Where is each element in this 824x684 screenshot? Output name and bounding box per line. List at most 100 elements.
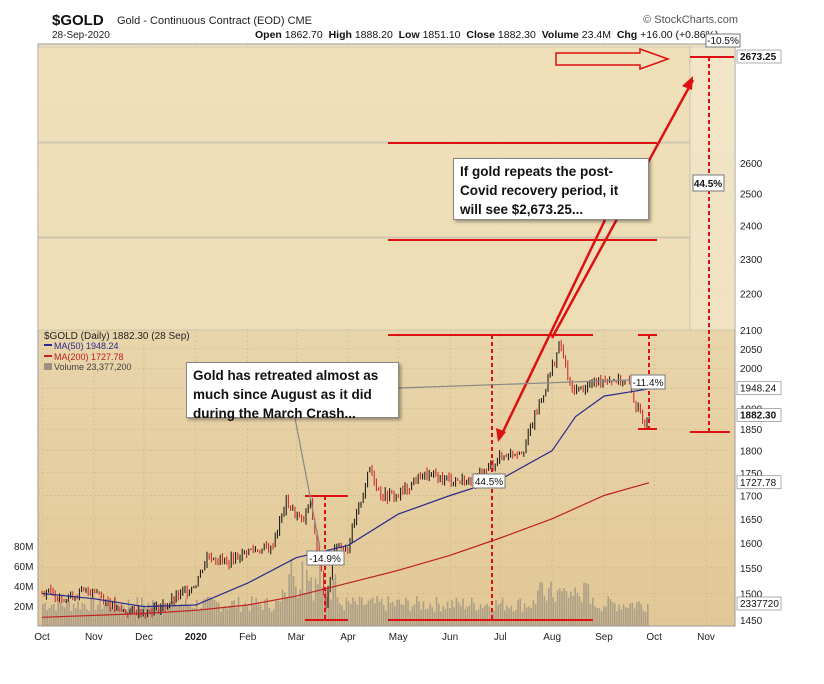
y-tick-label: 2100: [740, 326, 763, 337]
volume-bar: [594, 606, 596, 626]
pct-march-box: [306, 550, 345, 566]
volume-bar: [68, 601, 70, 626]
volume-bar: [515, 610, 517, 626]
volume-bar: [484, 605, 486, 626]
x-tick-label: Oct: [34, 632, 50, 643]
volume-bar: [61, 605, 64, 626]
y-tick-label: 2600: [740, 159, 763, 170]
volume-bar: [418, 601, 420, 626]
volume-bar: [435, 596, 438, 626]
volume-bar: [644, 612, 647, 626]
volume-bar: [361, 597, 363, 626]
volume-bar: [46, 610, 48, 626]
percent-labels: -14.9% 44.5% 44.5% -11.4% -10.5%: [306, 33, 741, 566]
volume-bar: [242, 606, 244, 626]
volume-bar: [477, 609, 480, 626]
volume-bar: [488, 606, 491, 626]
volume-bar: [567, 597, 570, 626]
ohlc-row: Open 1862.70 High 1888.20 Low 1851.10 Cl…: [255, 29, 718, 41]
volume-bar: [363, 605, 365, 626]
volume-bar: [442, 605, 444, 626]
volume-bar: [508, 608, 510, 626]
volume-bar: [53, 603, 55, 626]
volume-bar: [42, 604, 44, 626]
volume-bar: [438, 603, 440, 626]
y-tick-label: 1650: [740, 515, 763, 526]
volume-bar: [464, 609, 466, 626]
legend-ma200: MA(200) 1727.78: [54, 352, 124, 362]
volume-bar: [572, 596, 574, 626]
callout-pointer-march: [294, 417, 321, 549]
volume-bar: [614, 603, 616, 626]
x-tick-label: Jul: [494, 632, 507, 643]
y-tick-label: 2400: [740, 221, 763, 232]
price-label-box-close: [736, 408, 782, 422]
volume-bar: [319, 565, 321, 626]
volume-bar: [444, 609, 447, 626]
volume-bar: [50, 604, 53, 626]
x-tick-label: Sep: [595, 632, 613, 643]
volume-bar: [145, 608, 147, 626]
volume-bar: [306, 569, 308, 626]
volume-bar: [297, 597, 299, 626]
volume-bar: [123, 606, 125, 626]
volume-bar: [264, 599, 266, 626]
volume-bar: [303, 592, 306, 626]
volume-bar: [336, 597, 339, 626]
volume-bar: [473, 602, 475, 626]
volume-bar: [475, 610, 477, 626]
diagonal-arrow-up-head: [682, 76, 693, 90]
x-tick-label: 2020: [185, 632, 208, 643]
volume-bar: [244, 602, 246, 626]
volume-bar: [356, 604, 359, 626]
volume-bar: [290, 558, 293, 626]
volume-bar: [479, 604, 482, 626]
price-label-ma200: 1727.78: [740, 478, 777, 489]
volume-bar: [94, 610, 97, 626]
pct-march: -14.9%: [309, 554, 341, 565]
volume-bar: [374, 603, 376, 626]
legend-title: $GOLD (Daily) 1882.30 (28 Sep): [44, 331, 190, 342]
volume-bar: [189, 605, 191, 626]
volume-bar: [589, 603, 592, 626]
ma200-line: [41, 482, 650, 618]
volume-bar: [332, 579, 334, 626]
volume-bar: [457, 602, 460, 626]
pct-projection: 44.5%: [694, 179, 722, 190]
volume-bar: [501, 597, 504, 626]
volume-bar: [424, 609, 427, 626]
volume-bar: [532, 600, 535, 626]
volume-bar: [246, 604, 249, 626]
volume-bar: [622, 604, 625, 626]
x-tick-label: Aug: [543, 632, 561, 643]
volume-bar: [130, 606, 132, 626]
volume-bar: [83, 604, 86, 626]
volume-bar: [119, 608, 121, 626]
volume-bar: [220, 611, 222, 626]
volume-tick-label: 60M: [14, 562, 33, 573]
volume-bar: [255, 598, 257, 626]
callout-pointer-sept: [398, 379, 631, 389]
volume-bar: [372, 597, 374, 626]
volume-bar: [314, 578, 317, 626]
volume-bar: [510, 605, 513, 626]
volume-bar: [292, 576, 295, 626]
volume-bar: [394, 605, 396, 626]
price-label-ma50: 1948.24: [740, 384, 777, 395]
volume-bar: [495, 600, 497, 626]
volume-bar: [565, 590, 568, 626]
volume-bar: [231, 601, 233, 626]
volume-bar: [138, 608, 141, 626]
volume-bar: [517, 600, 519, 626]
volume-bar: [545, 600, 548, 626]
volume-bar: [196, 600, 198, 626]
price-labels: 2673.25 1948.24 1882.30 1727.78 2337720: [736, 49, 782, 611]
volume-bar: [72, 604, 75, 626]
volume-bar: [233, 600, 235, 626]
volume-bar: [345, 597, 348, 626]
volume-bar: [286, 596, 288, 626]
volume-bar: [213, 600, 216, 626]
open-label: Open: [255, 29, 282, 41]
volume-bar: [275, 600, 277, 626]
volume-bar: [471, 597, 473, 626]
